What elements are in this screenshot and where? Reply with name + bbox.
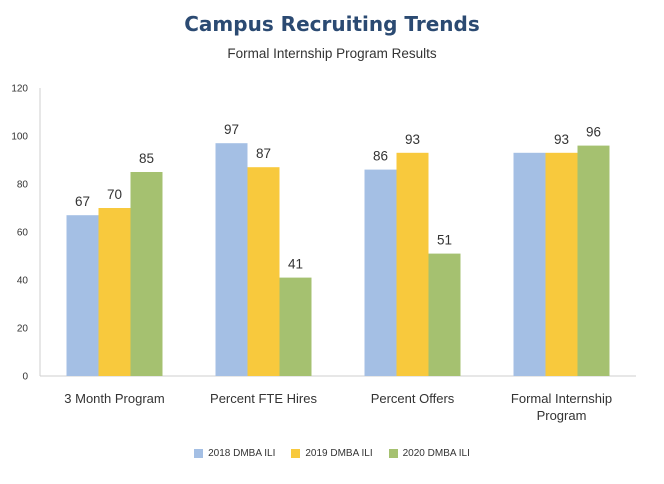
bar <box>428 253 461 376</box>
legend-swatch <box>291 449 301 458</box>
chart-title: Campus Recruiting Trends <box>184 12 480 36</box>
legend-label: 2020 DMBA ILI <box>402 448 470 459</box>
legend-item: 2019 DMBA ILI <box>291 448 373 459</box>
data-label: 51 <box>437 233 452 248</box>
bar <box>130 172 163 376</box>
bar <box>66 215 99 376</box>
y-tick-label: 40 <box>17 276 29 287</box>
bar <box>279 277 312 376</box>
legend-label: 2019 DMBA ILI <box>305 448 373 459</box>
x-category-label: 3 Month Program <box>64 391 164 406</box>
data-label: 85 <box>139 151 154 166</box>
x-category-label: Formal Internship Program <box>511 391 612 423</box>
data-label: 93 <box>554 132 569 147</box>
y-tick-label: 120 <box>11 84 28 95</box>
bar <box>513 152 546 376</box>
data-label: 70 <box>107 187 122 202</box>
y-tick-label: 80 <box>17 180 29 191</box>
y-tick-label: 20 <box>17 324 29 335</box>
bar <box>364 169 397 376</box>
legend-label: 2018 DMBA ILI <box>208 448 276 459</box>
bar <box>98 208 131 376</box>
y-tick-label: 60 <box>17 228 29 239</box>
legend-swatch <box>194 449 204 458</box>
y-tick-label: 0 <box>22 372 28 383</box>
legend-item: 2018 DMBA ILI <box>194 448 275 459</box>
data-label: 86 <box>373 149 388 164</box>
bar <box>396 152 429 376</box>
x-category-label: Percent FTE Hires <box>210 391 317 406</box>
data-label: 87 <box>256 146 271 161</box>
data-label: 97 <box>224 122 239 137</box>
bar <box>215 143 248 376</box>
chart-subtitle: Formal Internship Program Results <box>227 46 437 61</box>
data-label: 96 <box>586 125 601 140</box>
bar <box>545 152 578 376</box>
y-tick-label: 100 <box>11 132 28 143</box>
data-label: 67 <box>75 194 90 209</box>
data-label: 41 <box>288 257 303 272</box>
legend-item: 2020 DMBA ILI <box>388 448 470 459</box>
chart-legend: 2018 DMBA ILI 2019 DMBA ILI 2020 DMBA ILI <box>0 448 664 459</box>
x-category-label: Percent Offers <box>371 391 455 406</box>
bar <box>247 167 280 376</box>
legend-swatch <box>388 449 398 458</box>
data-label: 93 <box>405 132 420 147</box>
bar <box>577 145 610 376</box>
